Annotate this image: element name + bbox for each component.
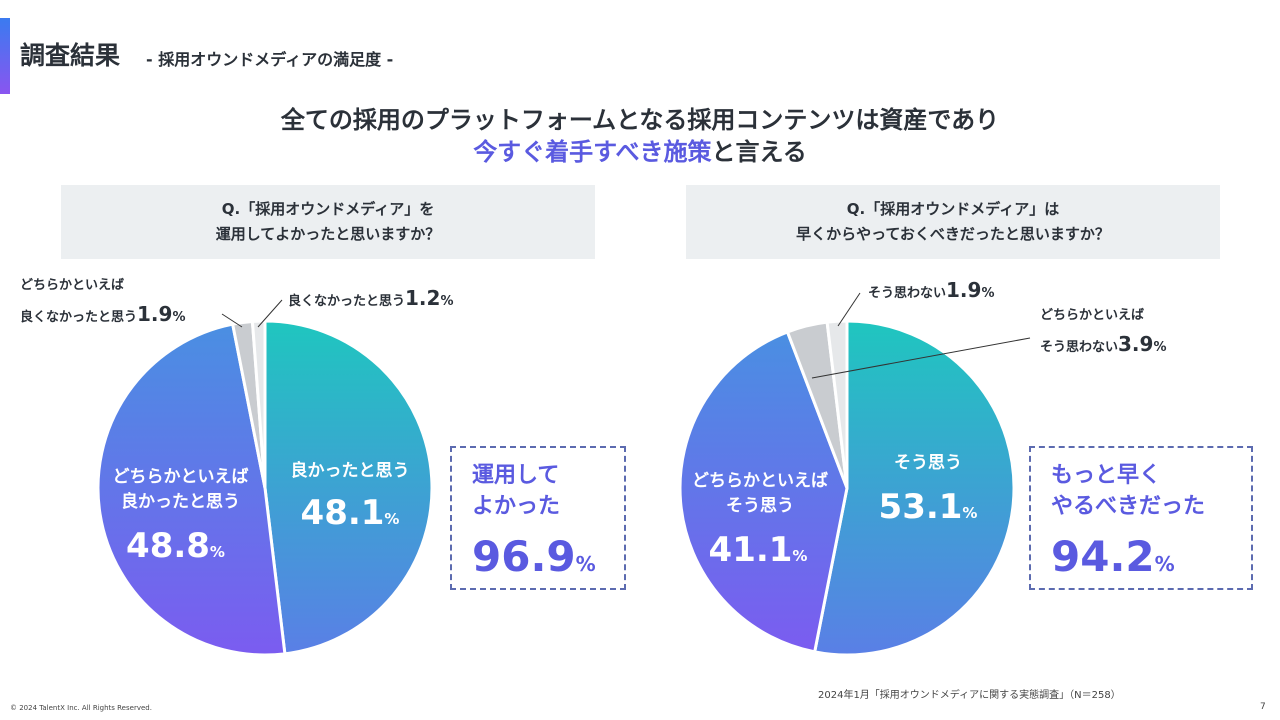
slice-label-2-2: どちらかといえば そう思う 41.1% <box>680 466 840 570</box>
unit: % <box>440 294 454 309</box>
question-box-1: Q.「採用オウンドメディア」を 運用してよかったと思いますか？ <box>61 185 595 259</box>
question-box-2: Q.「採用オウンドメディア」は早くからやっておくべきだったと思いますか？ <box>686 185 1220 259</box>
label-line: そう思う <box>726 496 794 516</box>
unit: % <box>384 510 400 528</box>
label-line: そう思わない <box>868 286 947 301</box>
question-line: 早くからやっておくべきだったと思いますか？ <box>796 225 1110 243</box>
page-subtitle: - 採用オウンドメディアの満足度 - <box>146 50 394 69</box>
summary-box-1: 運用してよかった 96.9% <box>450 446 626 590</box>
pie-slice <box>812 319 1016 657</box>
slice-label-1-4: 良くなかったと思う1.2% <box>288 284 453 316</box>
unit: % <box>172 310 186 325</box>
label-line: 良かったと思う <box>121 492 240 512</box>
label-line: そう思わない <box>1040 340 1119 355</box>
leader-line <box>811 337 1031 379</box>
question-line: Q.「採用オウンドメディア」は <box>846 200 1060 218</box>
label-line: 良かったと思う <box>290 461 410 481</box>
slice-value: 48.8 <box>126 526 210 566</box>
label-line: どちらかといえば <box>112 467 249 487</box>
slice-label-1-3: どちらかといえば 良くなかったと思う1.9% <box>20 272 185 332</box>
summary-value: 96.9 <box>472 532 576 581</box>
slice-label-1-1: 良かったと思う 48.1% <box>270 456 430 533</box>
label-line: どちらかといえば <box>692 471 828 491</box>
slice-value: 41.1 <box>708 530 793 570</box>
pie-slice <box>96 322 287 657</box>
slice-value: 1.9 <box>946 278 982 302</box>
unit: % <box>981 286 995 301</box>
copyright: © 2024 TalentX Inc. All Rights Reserved. <box>10 704 152 712</box>
slice-label-2-1: そう思う 53.1% <box>848 448 1008 527</box>
headline-line1: 全ての採用のプラットフォームとなる採用コンテンツは資産であり <box>280 106 1000 134</box>
label-line: そう思う <box>894 453 962 473</box>
summary-line: よかった <box>472 494 561 519</box>
page-title: 調査結果 <box>20 41 121 70</box>
unit: % <box>792 547 808 565</box>
summary-line: 運用して <box>472 463 560 488</box>
unit: % <box>575 552 596 576</box>
unit: % <box>209 543 225 561</box>
summary-line: もっと早く <box>1051 463 1162 488</box>
unit: % <box>1154 552 1175 576</box>
question-line: Q.「採用オウンドメディア」を <box>221 200 435 218</box>
page-number: 7 <box>1260 702 1266 712</box>
accent-bar <box>0 18 10 94</box>
leader-line <box>221 313 243 328</box>
source-note: 2024年1月「採用オウンドメディアに関する実態調査」（N＝258） <box>818 690 1121 701</box>
slice-value: 53.1 <box>878 487 963 527</box>
pie-slice <box>250 319 267 489</box>
headline-emphasis: 今すぐ着手すべき施策 <box>473 138 712 166</box>
unit: % <box>1153 340 1167 355</box>
slice-label-1-2: どちらかといえば 良かったと思う 48.8% <box>98 462 263 566</box>
summary-line: やるべきだった <box>1051 494 1206 519</box>
slice-label-2-3: どちらかといえば そう思わない3.9% <box>1040 302 1166 362</box>
pie-slice <box>678 330 849 654</box>
label-line: どちらかといえば <box>1040 308 1145 323</box>
slice-value: 48.1 <box>300 493 385 533</box>
headline-rest: と言える <box>711 138 807 166</box>
unit: % <box>962 504 978 522</box>
slice-label-2-4: そう思わない1.9% <box>868 276 994 308</box>
slice-value: 1.2 <box>405 286 441 310</box>
headline-line2: 今すぐ着手すべき施策と言える <box>0 132 1280 167</box>
pie-slice <box>825 319 849 489</box>
pie-slice <box>263 319 434 656</box>
question-line: 運用してよかったと思いますか？ <box>215 225 441 243</box>
slice-value: 1.9 <box>137 302 173 326</box>
label-line: 良くなかったと思う <box>20 310 138 325</box>
leader-line <box>257 299 283 328</box>
label-line: どちらかといえば <box>20 278 125 293</box>
summary-box-2: もっと早くやるべきだった 94.2% <box>1029 446 1253 590</box>
label-line: 良くなかったと思う <box>288 294 406 309</box>
leader-line <box>837 292 861 327</box>
slice-value: 3.9 <box>1118 332 1154 356</box>
summary-value: 94.2 <box>1051 532 1155 581</box>
